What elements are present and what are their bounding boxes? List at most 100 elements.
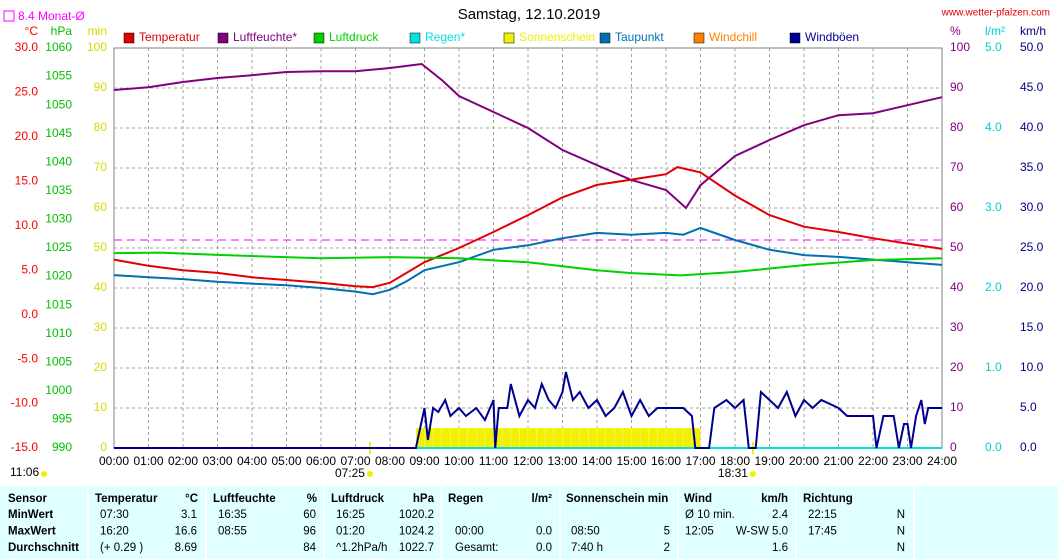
y-tick-label: 10 <box>950 400 964 414</box>
x-tick-label: 04:00 <box>237 454 267 468</box>
y-tick-label: 1015 <box>45 297 72 311</box>
sunshine-bar <box>527 427 537 449</box>
y-tick-label: 20.0 <box>15 129 39 143</box>
x-tick-label: 22:00 <box>858 454 888 468</box>
sunshine-bar <box>432 427 443 449</box>
y-tick-label: 10.0 <box>15 218 39 232</box>
legend-label: Windböen <box>805 30 859 44</box>
x-tick-label: 20:00 <box>789 454 819 468</box>
x-tick-label: 10:00 <box>444 454 474 468</box>
table-cell: 2 <box>664 542 670 554</box>
y-tick-label: 1020 <box>45 269 72 283</box>
y-tick-label: 1050 <box>45 97 72 111</box>
y-tick-label: 60 <box>950 200 964 214</box>
y-tick-label: 20.0 <box>1020 280 1044 294</box>
table-header: Sensor <box>8 493 48 505</box>
x-tick-label: 03:00 <box>202 454 232 468</box>
sunshine-bar <box>458 427 468 449</box>
table-cell: 2.4 <box>772 509 789 521</box>
y-tick-label: 1055 <box>45 69 72 83</box>
series-line <box>114 371 942 449</box>
table-cell: ^1.2hPa/h <box>336 542 387 554</box>
y-tick-label: 1045 <box>45 126 72 140</box>
axis-unit: km/h <box>1020 24 1046 38</box>
sunset-dot <box>749 471 756 477</box>
y-tick-label: 40.0 <box>1020 120 1044 134</box>
sunshine-bar <box>622 427 632 449</box>
legend-label: Regen* <box>425 30 465 44</box>
x-tick-label: 24:00 <box>927 454 957 468</box>
table-cell: Ø 10 min. <box>685 509 735 521</box>
table-header: Richtung <box>803 493 853 505</box>
legend-swatch <box>693 32 705 44</box>
sunshine-bar <box>613 427 624 449</box>
axis-unit: min <box>88 24 107 38</box>
y-tick-label: 1000 <box>45 383 72 397</box>
y-tick-label: 5.0 <box>21 262 38 276</box>
table-cell: (+ 0.29 ) <box>100 542 143 554</box>
sunshine-bar <box>691 427 701 449</box>
y-tick-label: 80 <box>94 120 108 134</box>
table-cell: 96 <box>303 526 316 538</box>
y-tick-label: 70 <box>94 160 108 174</box>
sunset-label: 18:31 <box>718 466 748 480</box>
table-cell: N <box>897 509 905 521</box>
sunshine-bar <box>553 427 563 449</box>
x-tick-label: 00:00 <box>99 454 129 468</box>
sunshine-bar <box>596 427 606 449</box>
table-cell: 1022.7 <box>399 542 434 554</box>
updated-time: 11:06 <box>10 465 39 479</box>
sunshine-bar <box>570 427 581 449</box>
y-tick-label: 0 <box>950 440 957 454</box>
sunshine-bar <box>605 427 615 449</box>
y-tick-label: 50 <box>950 240 964 254</box>
y-tick-label: 0.0 <box>1020 440 1037 454</box>
x-tick-label: 14:00 <box>582 454 612 468</box>
y-tick-label: -10.0 <box>11 396 39 410</box>
legend-label: Luftdruck <box>329 30 379 44</box>
sunshine-bar <box>536 427 546 449</box>
sunshine-bar <box>631 427 641 449</box>
table-cell: 84 <box>303 542 316 554</box>
sunshine-bar <box>665 427 675 449</box>
table-header: km/h <box>761 493 788 505</box>
y-tick-label: 995 <box>52 412 72 426</box>
sunshine-bar <box>441 427 451 449</box>
y-tick-label: 1005 <box>45 354 72 368</box>
y-tick-label: 0.0 <box>985 440 1002 454</box>
table-header: Luftdruck <box>331 493 385 505</box>
row-label: MinWert <box>8 509 53 521</box>
y-tick-label: 50 <box>94 240 108 254</box>
sunrise-dot <box>366 471 373 477</box>
y-tick-label: 990 <box>52 440 72 454</box>
table-cell: 5 <box>664 526 670 538</box>
x-tick-label: 08:00 <box>375 454 405 468</box>
y-tick-label: 80 <box>950 120 964 134</box>
sunshine-bar <box>544 427 555 449</box>
y-tick-label: 60 <box>94 200 108 214</box>
y-tick-label: 5.0 <box>1020 400 1037 414</box>
axis-unit: % <box>950 24 961 38</box>
y-tick-label: 1.0 <box>985 360 1002 374</box>
legend-label: Taupunkt <box>615 30 664 44</box>
sunshine-bar <box>682 427 693 449</box>
table-cell: N <box>897 542 905 554</box>
table-header: Luftfeuchte <box>213 493 276 505</box>
y-tick-label: 10.0 <box>1020 360 1044 374</box>
sunshine-bar <box>674 427 684 449</box>
sunshine-bar <box>484 427 494 449</box>
mean-icon <box>3 10 15 22</box>
y-tick-label: -15.0 <box>11 440 39 454</box>
row-label: MaxWert <box>8 526 56 538</box>
table-header: °C <box>185 493 198 505</box>
y-tick-label: 1060 <box>45 40 72 54</box>
y-tick-label: 25.0 <box>15 85 39 99</box>
x-tick-label: 01:00 <box>133 454 163 468</box>
x-tick-label: 23:00 <box>892 454 922 468</box>
x-tick-label: 13:00 <box>547 454 577 468</box>
sunshine-bar <box>657 427 667 449</box>
table-background <box>0 486 1058 559</box>
y-tick-label: 25.0 <box>1020 240 1044 254</box>
y-tick-label: -5.0 <box>17 351 38 365</box>
